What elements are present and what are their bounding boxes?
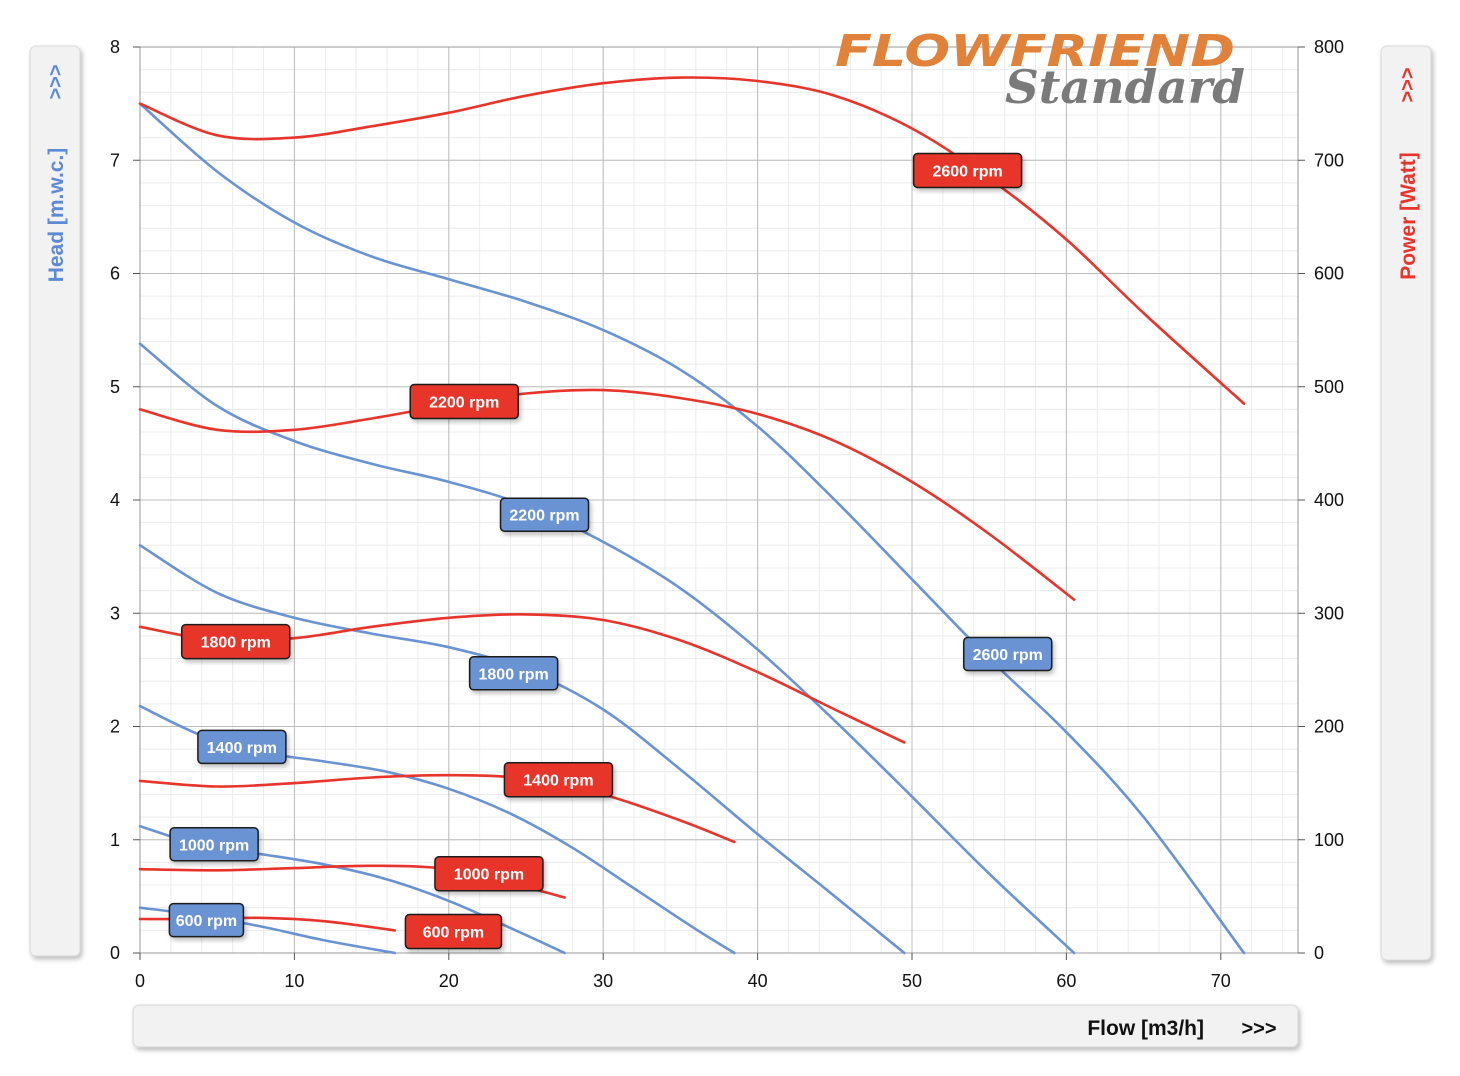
left-tick-label: 6 — [110, 264, 120, 284]
bottom-tick-label: 60 — [1056, 971, 1076, 991]
power-label-box — [912, 152, 1023, 189]
power-label-box — [180, 623, 291, 660]
head-label-1400-rpm: 1400 rpm — [197, 729, 287, 765]
power-label-1000-rpm: 1000 rpm — [434, 855, 544, 892]
left-tick-label: 3 — [110, 603, 120, 623]
bottom-tick-label: 20 — [439, 971, 459, 991]
head-curve-2600-rpm — [138, 102, 1246, 955]
left-axis-panel: >>> Head [m.w.c.] — [29, 45, 81, 957]
power-label-2200-rpm: 2200 rpm — [409, 383, 519, 420]
power-label-text: 1800 rpm — [201, 635, 271, 652]
power-label-box — [434, 855, 544, 892]
head-label-box — [197, 729, 287, 765]
right-axis-title: Power [Watt] — [1397, 152, 1420, 280]
left-tick-label: 5 — [110, 377, 120, 397]
right-tick-label: 600 — [1314, 264, 1344, 284]
flowfriend-logo: FLOWFRIEND Standard — [835, 26, 1245, 114]
head-curve-2200-rpm — [138, 342, 1076, 955]
right-tick-label: 0 — [1314, 943, 1324, 963]
logo-line-1: FLOWFRIEND — [835, 26, 1235, 77]
head-label-box — [468, 656, 559, 691]
power-label-box — [503, 761, 614, 798]
right-tick-label: 300 — [1314, 603, 1344, 623]
left-tick-label: 7 — [110, 150, 120, 170]
power-curve-1400-rpm — [138, 773, 736, 844]
head-label-text: 1800 rpm — [479, 666, 549, 683]
left-tick-label: 8 — [110, 37, 120, 57]
bottom-axis-title: Flow [m3/h] — [1087, 1017, 1204, 1040]
power-label-box — [409, 383, 519, 420]
right-axis-arrow: >>> — [1397, 67, 1419, 102]
power-label-text: 2600 rpm — [932, 163, 1002, 180]
head-label-600-rpm: 600 rpm — [168, 902, 245, 938]
head-label-box — [168, 902, 245, 938]
power-label-text: 600 rpm — [423, 924, 484, 941]
right-tick-label: 500 — [1314, 377, 1344, 397]
power-label-text: 1400 rpm — [523, 773, 593, 790]
left-tick-label: 2 — [110, 717, 120, 737]
right-tick-label: 700 — [1314, 150, 1344, 170]
right-axis-panel: >>> Power [Watt] — [1380, 45, 1432, 961]
curve-labels: 600 rpm 1000 rpm 1400 rpm 1800 rpm 2200 rpm 2… — [168, 152, 1053, 950]
bottom-axis-panel: Flow [m3/h] >>> — [132, 1004, 1299, 1048]
power-label-1400-rpm: 1400 rpm — [503, 761, 614, 798]
right-axis-ticks: 0 100 200 300 400 500 600 700 800 — [1298, 37, 1344, 963]
head-label-text: 2200 rpm — [509, 508, 579, 525]
left-axis-arrow: >>> — [45, 64, 67, 99]
power-curve-2200-rpm — [138, 388, 1076, 601]
left-tick-label: 0 — [110, 943, 120, 963]
bottom-tick-label: 30 — [593, 971, 613, 991]
left-axis-ticks: 0 1 2 3 4 5 6 7 8 — [110, 37, 140, 963]
power-label-1800-rpm: 1800 rpm — [180, 623, 291, 660]
head-label-box — [499, 497, 590, 532]
head-label-text: 1000 rpm — [179, 837, 249, 854]
head-label-text: 600 rpm — [176, 913, 237, 930]
bottom-tick-label: 0 — [135, 971, 145, 991]
bottom-tick-label: 70 — [1211, 971, 1231, 991]
power-label-text: 1000 rpm — [454, 867, 524, 884]
bottom-tick-label: 10 — [284, 971, 304, 991]
bottom-tick-label: 40 — [748, 971, 768, 991]
bottom-tick-label: 50 — [902, 971, 922, 991]
left-tick-label: 4 — [110, 490, 120, 510]
power-label-text: 2200 rpm — [429, 394, 499, 411]
right-tick-label: 800 — [1314, 37, 1344, 57]
head-label-1800-rpm: 1800 rpm — [468, 656, 559, 691]
left-tick-label: 1 — [110, 830, 120, 850]
right-tick-label: 100 — [1314, 830, 1344, 850]
right-tick-label: 400 — [1314, 490, 1344, 510]
power-label-box — [404, 913, 503, 950]
power-label-600-rpm: 600 rpm — [404, 913, 503, 950]
power-curve-2600-rpm — [138, 76, 1246, 405]
head-label-2200-rpm: 2200 rpm — [499, 497, 590, 532]
head-label-box — [169, 827, 259, 862]
head-label-text: 2600 rpm — [973, 647, 1043, 664]
head-label-1000-rpm: 1000 rpm — [169, 827, 259, 862]
bottom-axis-ticks: 0 10 20 30 40 50 60 70 — [135, 953, 1231, 991]
right-tick-label: 200 — [1314, 717, 1344, 737]
power-label-2600-rpm: 2600 rpm — [912, 152, 1023, 189]
bottom-axis-arrow: >>> — [1241, 1018, 1276, 1040]
logo-line-2: Standard — [1005, 60, 1245, 114]
head-label-text: 1400 rpm — [207, 740, 277, 757]
head-label-2600-rpm: 2600 rpm — [962, 636, 1053, 672]
left-axis-title: Head [m.w.c.] — [45, 148, 68, 283]
head-label-box — [962, 636, 1053, 672]
